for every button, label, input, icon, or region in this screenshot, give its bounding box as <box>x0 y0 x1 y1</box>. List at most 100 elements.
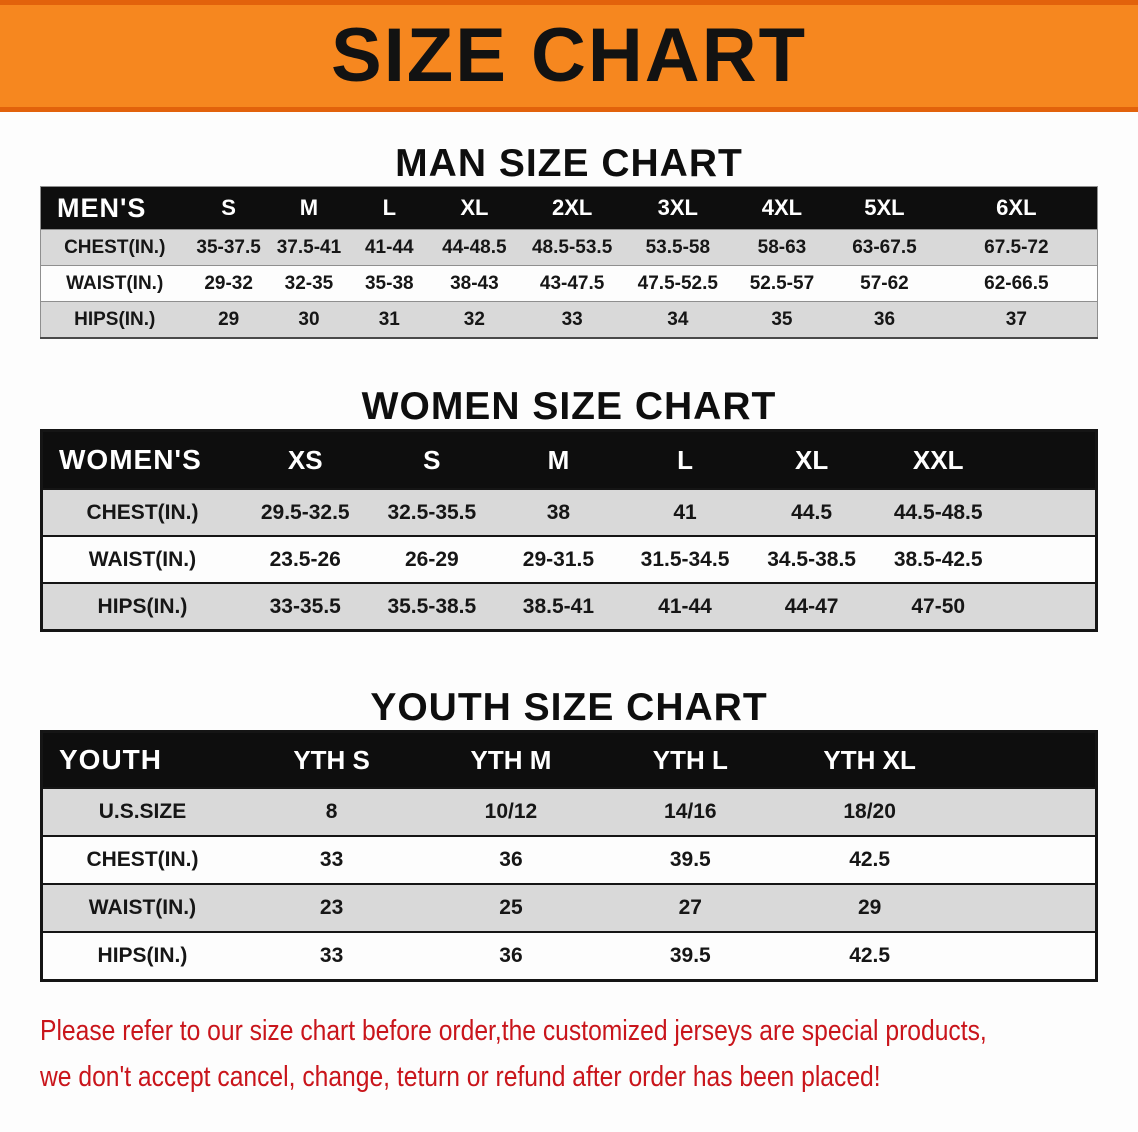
size-header-cell: 4XL <box>730 186 834 230</box>
filler-cell <box>959 788 1096 836</box>
value-cell: 43-47.5 <box>539 272 605 294</box>
size-header-cell: XL <box>748 430 875 489</box>
value-cell: 34.5-38.5 <box>767 547 856 571</box>
row-label-cell: CHEST(IN.) <box>86 848 199 871</box>
value-cell: 44.5-48.5 <box>893 500 983 524</box>
row-label-cell: WAIST(IN.) <box>66 272 164 294</box>
value-cell: 30 <box>298 308 320 330</box>
value-cell: 38.5-41 <box>522 594 595 618</box>
table-title-cell: YOUTH <box>41 731 242 788</box>
size-header-cell: 3XL <box>624 186 731 230</box>
value-cell: 33 <box>319 848 344 871</box>
value-cell: 29 <box>218 308 240 330</box>
youth-size-table: YOUTH YTH S YTH M YTH L YTH XL U.S.SIZE 8 10/12… <box>40 730 1098 982</box>
row-label-cell: HIPS(IN.) <box>97 594 188 618</box>
header-row: YOUTH YTH S YTH M YTH L YTH XL <box>41 731 1097 788</box>
value-cell: 41-44 <box>364 236 414 258</box>
disclaimer: Please refer to our size chart before or… <box>40 1008 1138 1100</box>
value-cell: 23 <box>319 896 344 919</box>
value-cell: 35 <box>771 308 793 330</box>
size-header-cell: M <box>495 430 622 489</box>
value-cell: 14/16 <box>664 800 717 823</box>
value-cell: 33-35.5 <box>269 594 341 618</box>
value-cell: 39.5 <box>669 944 711 967</box>
women-size-table: WOMEN'S XS S M L XL XXL CHEST(IN.) 29.5-32.5 32.5… <box>40 429 1098 632</box>
size-chart-banner: SIZE CHART <box>0 0 1138 112</box>
value-cell: 36 <box>873 308 896 330</box>
value-cell: 29.5-32.5 <box>260 500 350 524</box>
value-cell: 35-38 <box>364 272 414 294</box>
filler-cell <box>1002 536 1097 583</box>
size-header-cell: XXL <box>874 430 1002 489</box>
value-cell: 42.5 <box>849 944 891 967</box>
table-title-cell: WOMEN'S <box>41 430 242 489</box>
value-cell: 53.5-58 <box>645 236 711 258</box>
header-row: MEN'S S M L XL 2XL 3XL 4XL 5XL 6XL <box>40 186 1098 230</box>
filler-cell <box>959 836 1096 884</box>
size-header-cell: YTH M <box>421 731 601 788</box>
value-cell: 58-63 <box>757 236 807 258</box>
value-cell: 32 <box>463 308 485 330</box>
value-cell: 44.5 <box>791 500 833 524</box>
disclaimer-line-1: Please refer to our size chart before or… <box>40 1015 987 1047</box>
size-header-cell: L <box>621 430 749 489</box>
value-cell: 36 <box>499 848 523 871</box>
men-size-section: MAN SIZE CHART MEN'S S M L XL 2XL 3XL 4XL 5XL 6XL… <box>0 112 1138 339</box>
value-cell: 31 <box>378 308 400 330</box>
row-label-cell: WAIST(IN.) <box>88 547 197 571</box>
value-cell: 32.5-35.5 <box>387 500 477 524</box>
size-header-cell: 6XL <box>935 186 1098 230</box>
table-row: WAIST(IN.) 23 25 27 29 <box>41 884 1097 932</box>
value-cell: 38-43 <box>450 272 499 294</box>
value-cell: 33 <box>319 944 344 967</box>
value-cell: 37.5-41 <box>276 236 342 258</box>
table-title-cell: MEN'S <box>40 186 189 230</box>
value-cell: 36 <box>499 944 523 967</box>
value-cell: 47.5-52.5 <box>637 272 718 294</box>
value-cell: 39.5 <box>669 848 711 871</box>
men-section-heading: MAN SIZE CHART <box>395 142 743 185</box>
value-cell: 38 <box>546 500 571 524</box>
size-header-cell: L <box>349 186 430 230</box>
value-cell: 26-29 <box>404 547 459 571</box>
value-cell: 29 <box>857 896 882 919</box>
table-row: CHEST(IN.) 35-37.5 37.5-41 41-44 44-48.5 48.5… <box>40 229 1098 266</box>
size-header-cell: YTH XL <box>779 731 960 788</box>
size-header-cell: XL <box>429 186 520 230</box>
value-cell: 29-31.5 <box>522 547 595 571</box>
filler-cell <box>1001 430 1097 489</box>
value-cell: 25 <box>499 896 523 919</box>
value-cell: 10/12 <box>484 800 538 823</box>
table-row: CHEST(IN.) 33 36 39.5 42.5 <box>41 836 1097 884</box>
table-row: HIPS(IN.) 33 36 39.5 42.5 <box>41 932 1097 981</box>
value-cell: 35-37.5 <box>196 236 261 258</box>
row-label-cell: U.S.SIZE <box>98 800 187 823</box>
size-header-cell: YTH L <box>600 731 780 788</box>
table-row: HIPS(IN.) 29 30 31 32 33 34 35 36 37 <box>40 301 1098 338</box>
value-cell: 44-48.5 <box>442 236 507 258</box>
row-label-cell: HIPS(IN.) <box>74 308 156 330</box>
table-row: HIPS(IN.) 33-35.5 35.5-38.5 38.5-41 41-44 44-… <box>41 583 1097 631</box>
value-cell: 44-47 <box>784 594 839 618</box>
value-cell: 32-35 <box>284 272 334 294</box>
disclaimer-line-2: we don't accept cancel, change, teturn o… <box>40 1061 881 1093</box>
value-cell: 48.5-53.5 <box>531 236 613 258</box>
header-row: WOMEN'S XS S M L XL XXL <box>41 430 1097 489</box>
table-row: CHEST(IN.) 29.5-32.5 32.5-35.5 38 41 44.5 44.5… <box>41 489 1097 536</box>
value-cell: 37 <box>1005 308 1027 330</box>
size-header-cell: 2XL <box>519 186 625 230</box>
value-cell: 67.5-72 <box>984 236 1049 258</box>
value-cell: 41 <box>673 500 697 524</box>
size-header-cell: S <box>368 430 496 489</box>
value-cell: 47-50 <box>911 594 966 618</box>
value-cell: 29-32 <box>204 272 253 294</box>
filler-cell <box>959 932 1096 981</box>
row-label-cell: WAIST(IN.) <box>88 896 197 919</box>
size-header-cell: S <box>188 186 269 230</box>
value-cell: 8 <box>325 800 338 823</box>
filler-cell <box>959 731 1097 788</box>
value-cell: 31.5-34.5 <box>640 547 730 571</box>
row-label-cell: CHEST(IN.) <box>64 236 166 258</box>
women-size-section: WOMEN SIZE CHART WOMEN'S XS S M L XL XXL CHEST(… <box>0 339 1138 632</box>
youth-size-section: YOUTH SIZE CHART YOUTH YTH S YTH M YTH L YTH… <box>0 632 1138 982</box>
